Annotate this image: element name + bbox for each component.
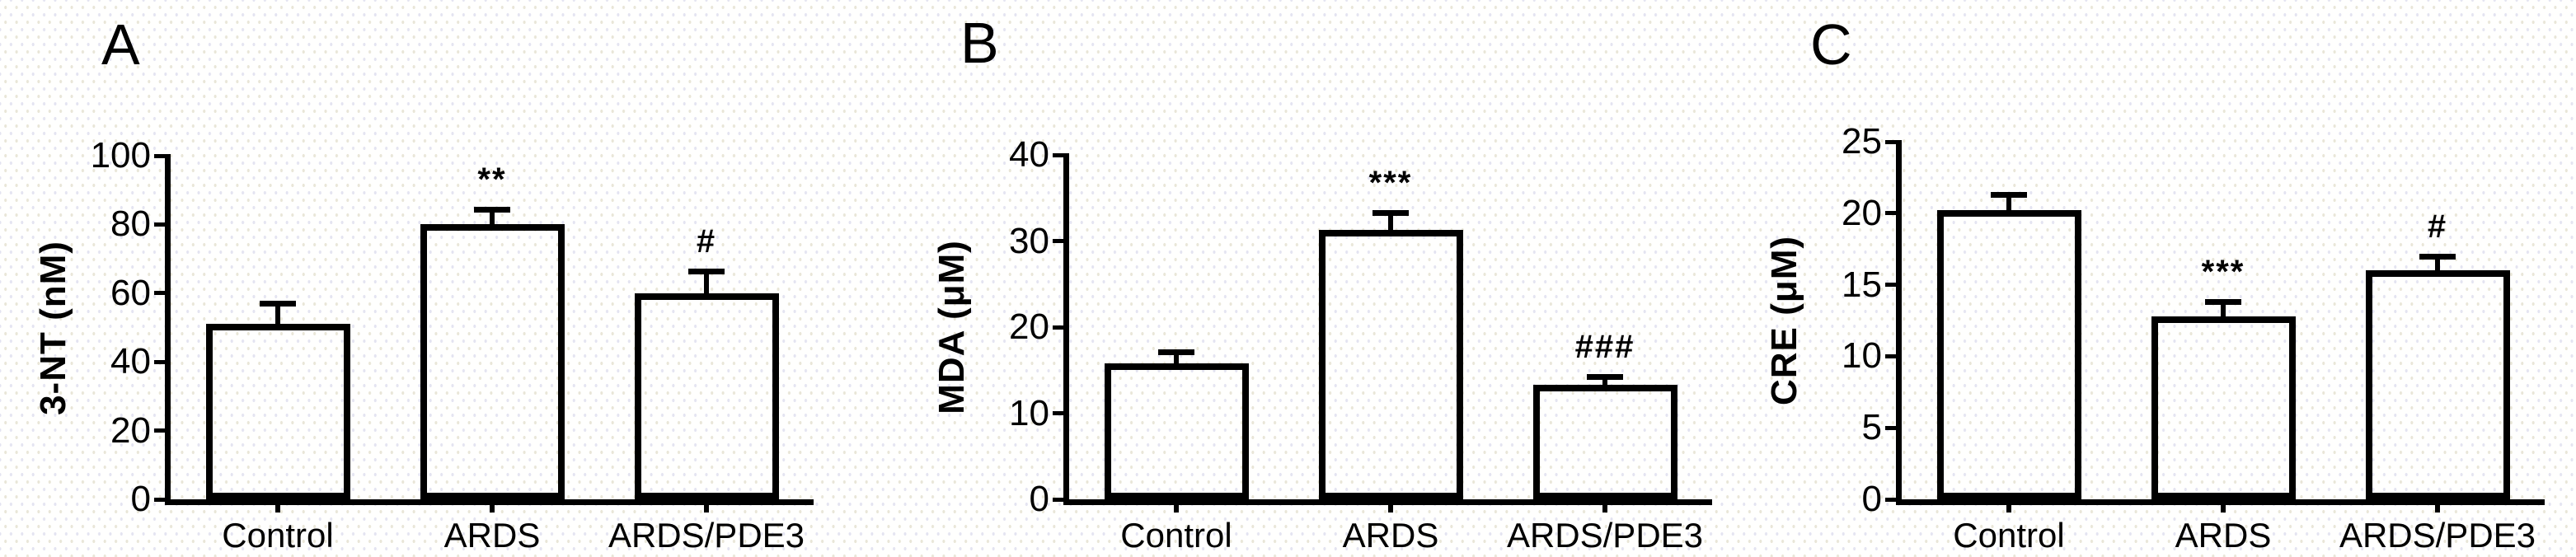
bar-control [1936,210,2081,499]
y-axis-tick [1885,353,1902,358]
x-axis-tick [1174,505,1179,513]
x-category-label: ARDS/PDE3 [1506,516,1704,555]
bar-control [1104,363,1249,499]
x-category-label: ARDS [1342,516,1439,555]
y-axis-tick [1885,211,1902,216]
x-axis-tick [2221,505,2226,513]
y-axis-tick [1053,411,1069,415]
y-axis-tick [154,291,171,296]
y-axis-tick-label: 10 [1009,392,1049,433]
plot-area-a: 0 20 40 60 80 100 Control ** ARDS # ARDS/PDE3 [91,138,814,554]
y-axis-tick [1053,152,1069,157]
error-bar [1388,213,1393,232]
error-bar-cap [1158,349,1194,356]
x-axis-tick [490,505,495,513]
bar-ards-pde3 [634,293,779,499]
error-bar-cap [688,268,725,274]
bar-ards-pde3 [1532,385,1677,499]
x-axis-tick [1388,505,1393,513]
error-bar [704,270,709,295]
x-category-label: ARDS/PDE3 [2339,516,2536,555]
error-bar-cap [2419,253,2456,260]
bar-control [205,324,350,499]
y-axis-tick-label: 15 [1842,264,1882,305]
error-bar [2435,255,2440,273]
y-axis-tick-label: 100 [90,135,151,176]
panel-label-c: C [1810,12,1852,77]
y-axis-tick [154,497,171,502]
y-axis-tick-label: 20 [1842,192,1882,233]
y-axis-tick [1053,497,1069,502]
x-axis-tick [1602,505,1607,513]
y-axis-tick-label: 40 [1009,134,1049,175]
bar-ards [420,224,565,499]
x-category-label: Control [1120,516,1232,555]
error-bar-cap [260,301,296,307]
x-category-label: ARDS/PDE3 [608,516,805,555]
error-bar-cap [1372,210,1409,217]
error-bar [1602,376,1607,387]
y-axis-tick [1885,497,1902,502]
x-category-label: ARDS [2175,516,2272,555]
error-bar [1174,352,1179,365]
x-category-label: Control [222,516,334,555]
y-axis-title-text: 3-NT (nM) [33,240,73,415]
significance-label: ** [477,161,507,198]
y-axis-tick [154,428,171,433]
y-axis-tick-label: 40 [110,341,151,382]
y-axis-tick [154,153,171,158]
y-axis-tick [1053,239,1069,243]
y-axis-tick-label: 5 [1861,407,1882,448]
panel-label-b: B [960,11,999,75]
error-bar [2006,194,2011,213]
bar-ards [2151,316,2296,499]
y-axis-tick-label: 30 [1009,220,1049,261]
panel-label-a: A [101,12,140,77]
error-bar-cap [474,206,510,213]
y-axis-tick-label: 0 [130,479,151,519]
error-bar [275,303,280,326]
x-axis-tick [2435,505,2440,513]
error-bar [2221,302,2226,318]
significance-label: *** [2201,254,2245,291]
y-axis-tick-label: 20 [1009,307,1049,347]
error-bar [490,208,495,227]
bar-ards [1318,229,1463,499]
y-axis-tick-label: 60 [110,272,151,313]
y-axis-tick [1885,139,1902,144]
significance-label: *** [1368,165,1413,202]
y-axis-tick [154,222,171,227]
y-axis-tick-label: 20 [110,410,151,451]
y-axis-tick-label: 25 [1842,121,1882,161]
y-axis-tick-label: 0 [1861,479,1882,519]
significance-label: ### [1574,328,1635,365]
y-axis-tick [1885,283,1902,288]
y-axis-tick-label: 0 [1029,479,1049,519]
x-axis-tick [2006,505,2011,513]
y-axis-tick [154,359,171,364]
plot-area-b: 0 10 20 30 40 Control *** ARDS ### ARDS/PDE3 [1009,137,1712,554]
x-axis-tick [275,505,280,513]
y-axis-title-text: CRE (μM) [1764,236,1804,405]
error-bar-cap [2205,299,2241,306]
y-axis-tick [1885,425,1902,430]
error-bar-cap [1991,192,2027,199]
x-category-label: Control [1953,516,2065,555]
y-axis-tick [1053,325,1069,330]
x-axis-tick [704,505,709,513]
plot-area-c: 0 5 10 15 20 25 Control *** ARDS # ARDS/PDE3 [1842,124,2545,554]
y-axis-tick-label: 10 [1842,335,1882,377]
bar-ards-pde3 [2365,270,2510,499]
significance-label: # [696,222,717,260]
error-bar-cap [1587,373,1623,380]
y-axis-tick-label: 80 [110,204,151,245]
x-category-label: ARDS [443,516,541,555]
significance-label: # [2427,208,2448,245]
